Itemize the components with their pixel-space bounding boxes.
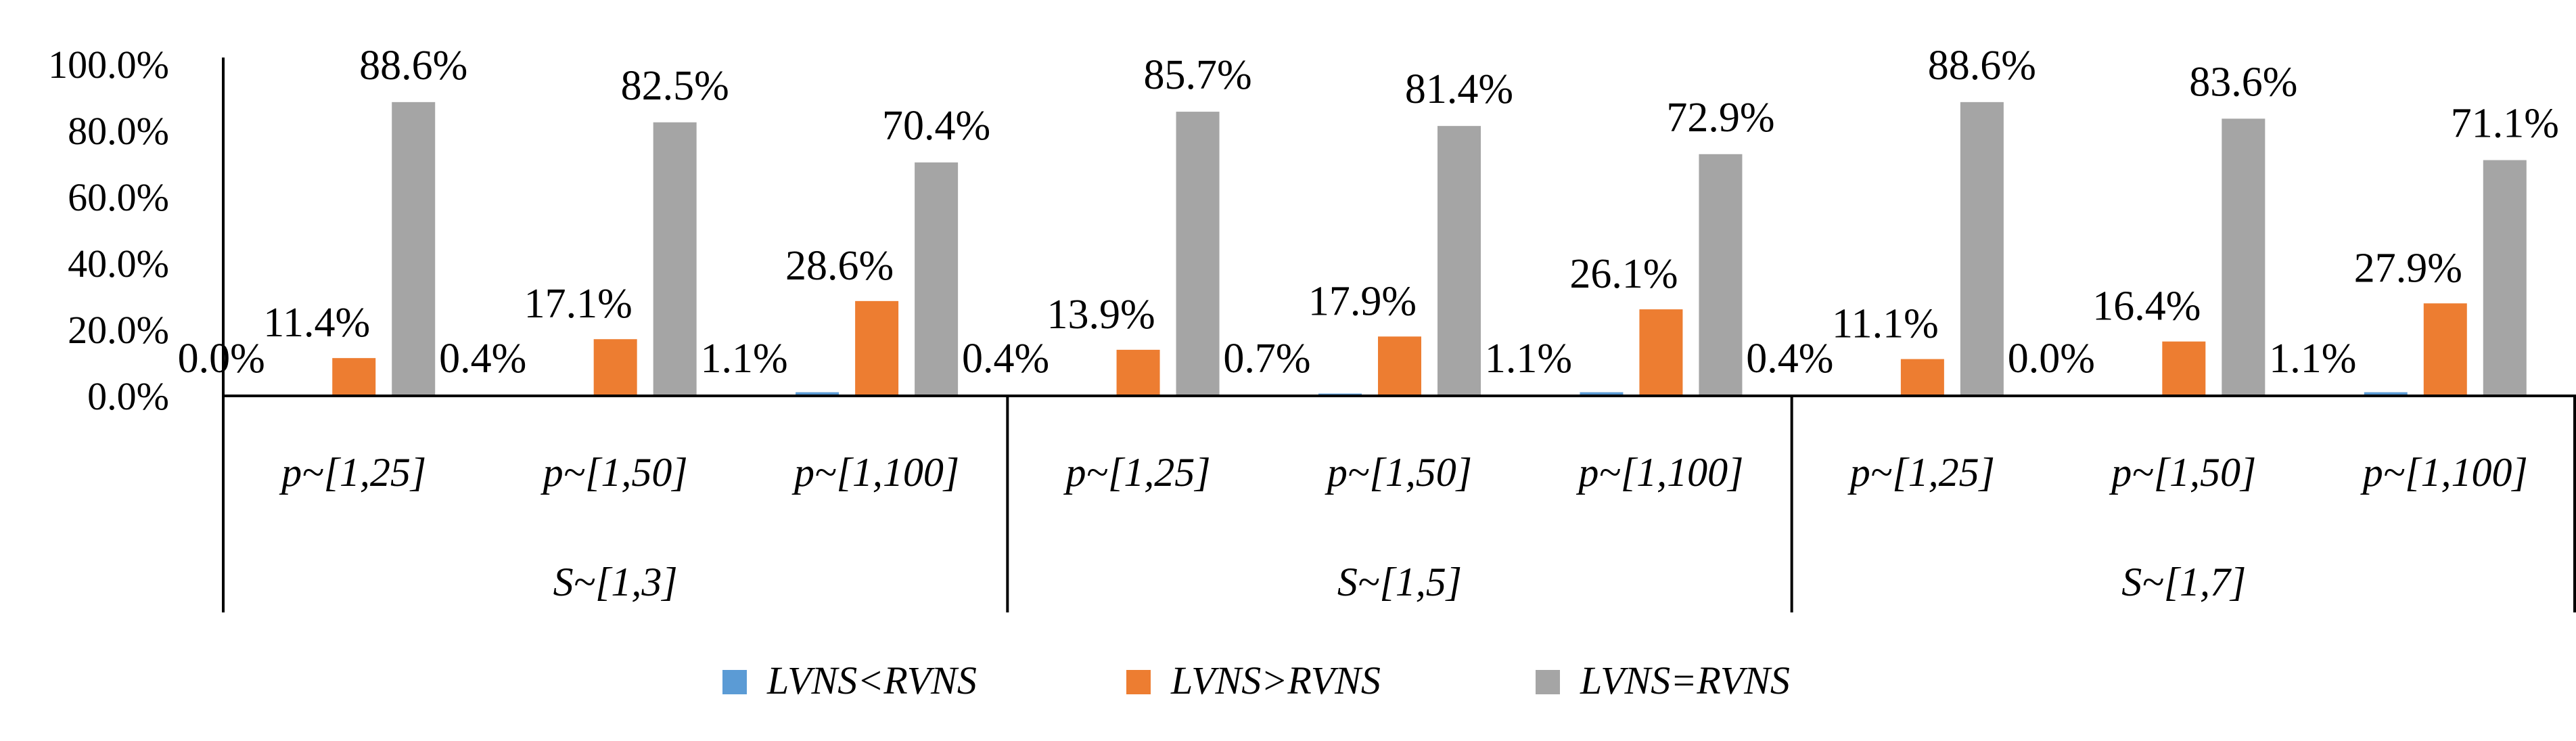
axes	[222, 58, 2576, 612]
legend-label: LVNS=RVNS	[1580, 658, 1790, 702]
data-label: 17.1%	[524, 281, 632, 327]
legend-swatch	[722, 670, 747, 694]
bar-lvns-rvns	[1960, 102, 2004, 397]
bar-lvns-rvns	[1438, 126, 1481, 396]
bar-lvns-rvns	[1639, 309, 1683, 396]
data-label: 82.5%	[621, 63, 729, 109]
data-label: 0.0%	[178, 336, 265, 382]
data-label: 27.9%	[2354, 245, 2462, 291]
bar-lvns-rvns	[593, 339, 637, 396]
legend-swatch	[1536, 670, 1560, 694]
bar-lvns-rvns	[653, 122, 697, 396]
data-label: 0.4%	[1746, 336, 1833, 382]
legend-label: LVNS>RVNS	[1170, 658, 1381, 702]
bars	[332, 102, 2527, 397]
data-label: 13.9%	[1046, 292, 1155, 338]
legend-label: LVNS<RVNS	[766, 658, 977, 702]
bar-lvns-rvns	[2222, 118, 2266, 397]
bar-lvns-rvns	[2364, 392, 2408, 396]
data-label: 88.6%	[359, 43, 467, 89]
y-tick-label: 40.0%	[68, 242, 169, 286]
bar-lvns-rvns	[796, 392, 840, 396]
category-label: p~[1,100]	[1576, 450, 1743, 495]
data-label: 1.1%	[701, 336, 788, 382]
bar-lvns-rvns	[2423, 303, 2467, 396]
category-label: p~[1,25]	[1063, 450, 1210, 495]
bar-lvns-rvns	[1378, 336, 1421, 396]
data-label: 0.7%	[1223, 336, 1310, 382]
data-label: 28.6%	[785, 243, 894, 289]
bar-lvns-rvns	[2162, 341, 2206, 396]
bar-lvns-rvns	[1176, 112, 1220, 396]
data-label: 81.4%	[1405, 66, 1513, 112]
data-label: 0.4%	[962, 336, 1049, 382]
data-label: 70.4%	[882, 103, 990, 149]
data-label: 0.4%	[439, 336, 526, 382]
bar-lvns-rvns	[332, 358, 376, 396]
data-label: 83.6%	[2189, 59, 2297, 105]
bar-lvns-rvns	[1699, 154, 1743, 397]
data-labels: 0.0%11.4%88.6%0.4%17.1%82.5%1.1%28.6%70.…	[178, 43, 2559, 382]
group-label: S~[1,3]	[553, 560, 678, 604]
data-label: 11.1%	[1832, 301, 1939, 347]
y-tick-label: 100.0%	[48, 43, 169, 87]
group-labels: S~[1,3] S~[1,5] S~[1,7]	[553, 560, 2247, 604]
data-label: 72.9%	[1666, 95, 1774, 141]
legend-swatch	[1126, 670, 1151, 694]
y-tick-label: 0.0%	[87, 374, 169, 418]
data-label: 16.4%	[2092, 284, 2201, 330]
category-label: p~[1,50]	[1325, 450, 1472, 495]
y-tick-label: 80.0%	[68, 109, 169, 153]
category-label: p~[1,25]	[279, 450, 426, 495]
category-label: p~[1,25]	[1847, 450, 1995, 495]
group-label: S~[1,7]	[2121, 560, 2246, 604]
data-label: 0.0%	[2008, 336, 2095, 382]
y-tick-label: 60.0%	[68, 175, 169, 219]
data-label: 26.1%	[1569, 251, 1678, 297]
bar-lvns-rvns	[1900, 359, 1944, 396]
data-label: 88.6%	[1928, 43, 2036, 89]
bar-lvns-rvns	[915, 162, 959, 397]
bar-lvns-rvns	[392, 102, 436, 397]
category-label: p~[1,50]	[2109, 450, 2256, 495]
bar-lvns-rvns	[1116, 349, 1160, 396]
data-label: 1.1%	[2269, 336, 2356, 382]
data-label: 17.9%	[1308, 278, 1417, 324]
bar-lvns-rvns	[1580, 392, 1624, 396]
data-label: 1.1%	[1485, 336, 1572, 382]
y-axis-ticks: 0.0% 20.0% 40.0% 60.0% 80.0% 100.0%	[48, 43, 169, 418]
data-label: 71.1%	[2451, 101, 2559, 147]
data-label: 85.7%	[1143, 52, 1251, 98]
bar-lvns-rvns	[2483, 160, 2527, 397]
legend: LVNS<RVNS LVNS>RVNS LVNS=RVNS	[722, 658, 1790, 702]
category-label: p~[1,100]	[791, 450, 959, 495]
category-labels: p~[1,25] p~[1,50] p~[1,100] p~[1,25] p~[1,50…	[279, 450, 2528, 495]
category-label: p~[1,50]	[540, 450, 688, 495]
y-tick-label: 20.0%	[68, 308, 169, 352]
group-label: S~[1,5]	[1337, 560, 1462, 604]
bar-lvns-rvns	[855, 300, 899, 396]
category-label: p~[1,100]	[2360, 450, 2528, 495]
data-label: 11.4%	[263, 300, 370, 346]
